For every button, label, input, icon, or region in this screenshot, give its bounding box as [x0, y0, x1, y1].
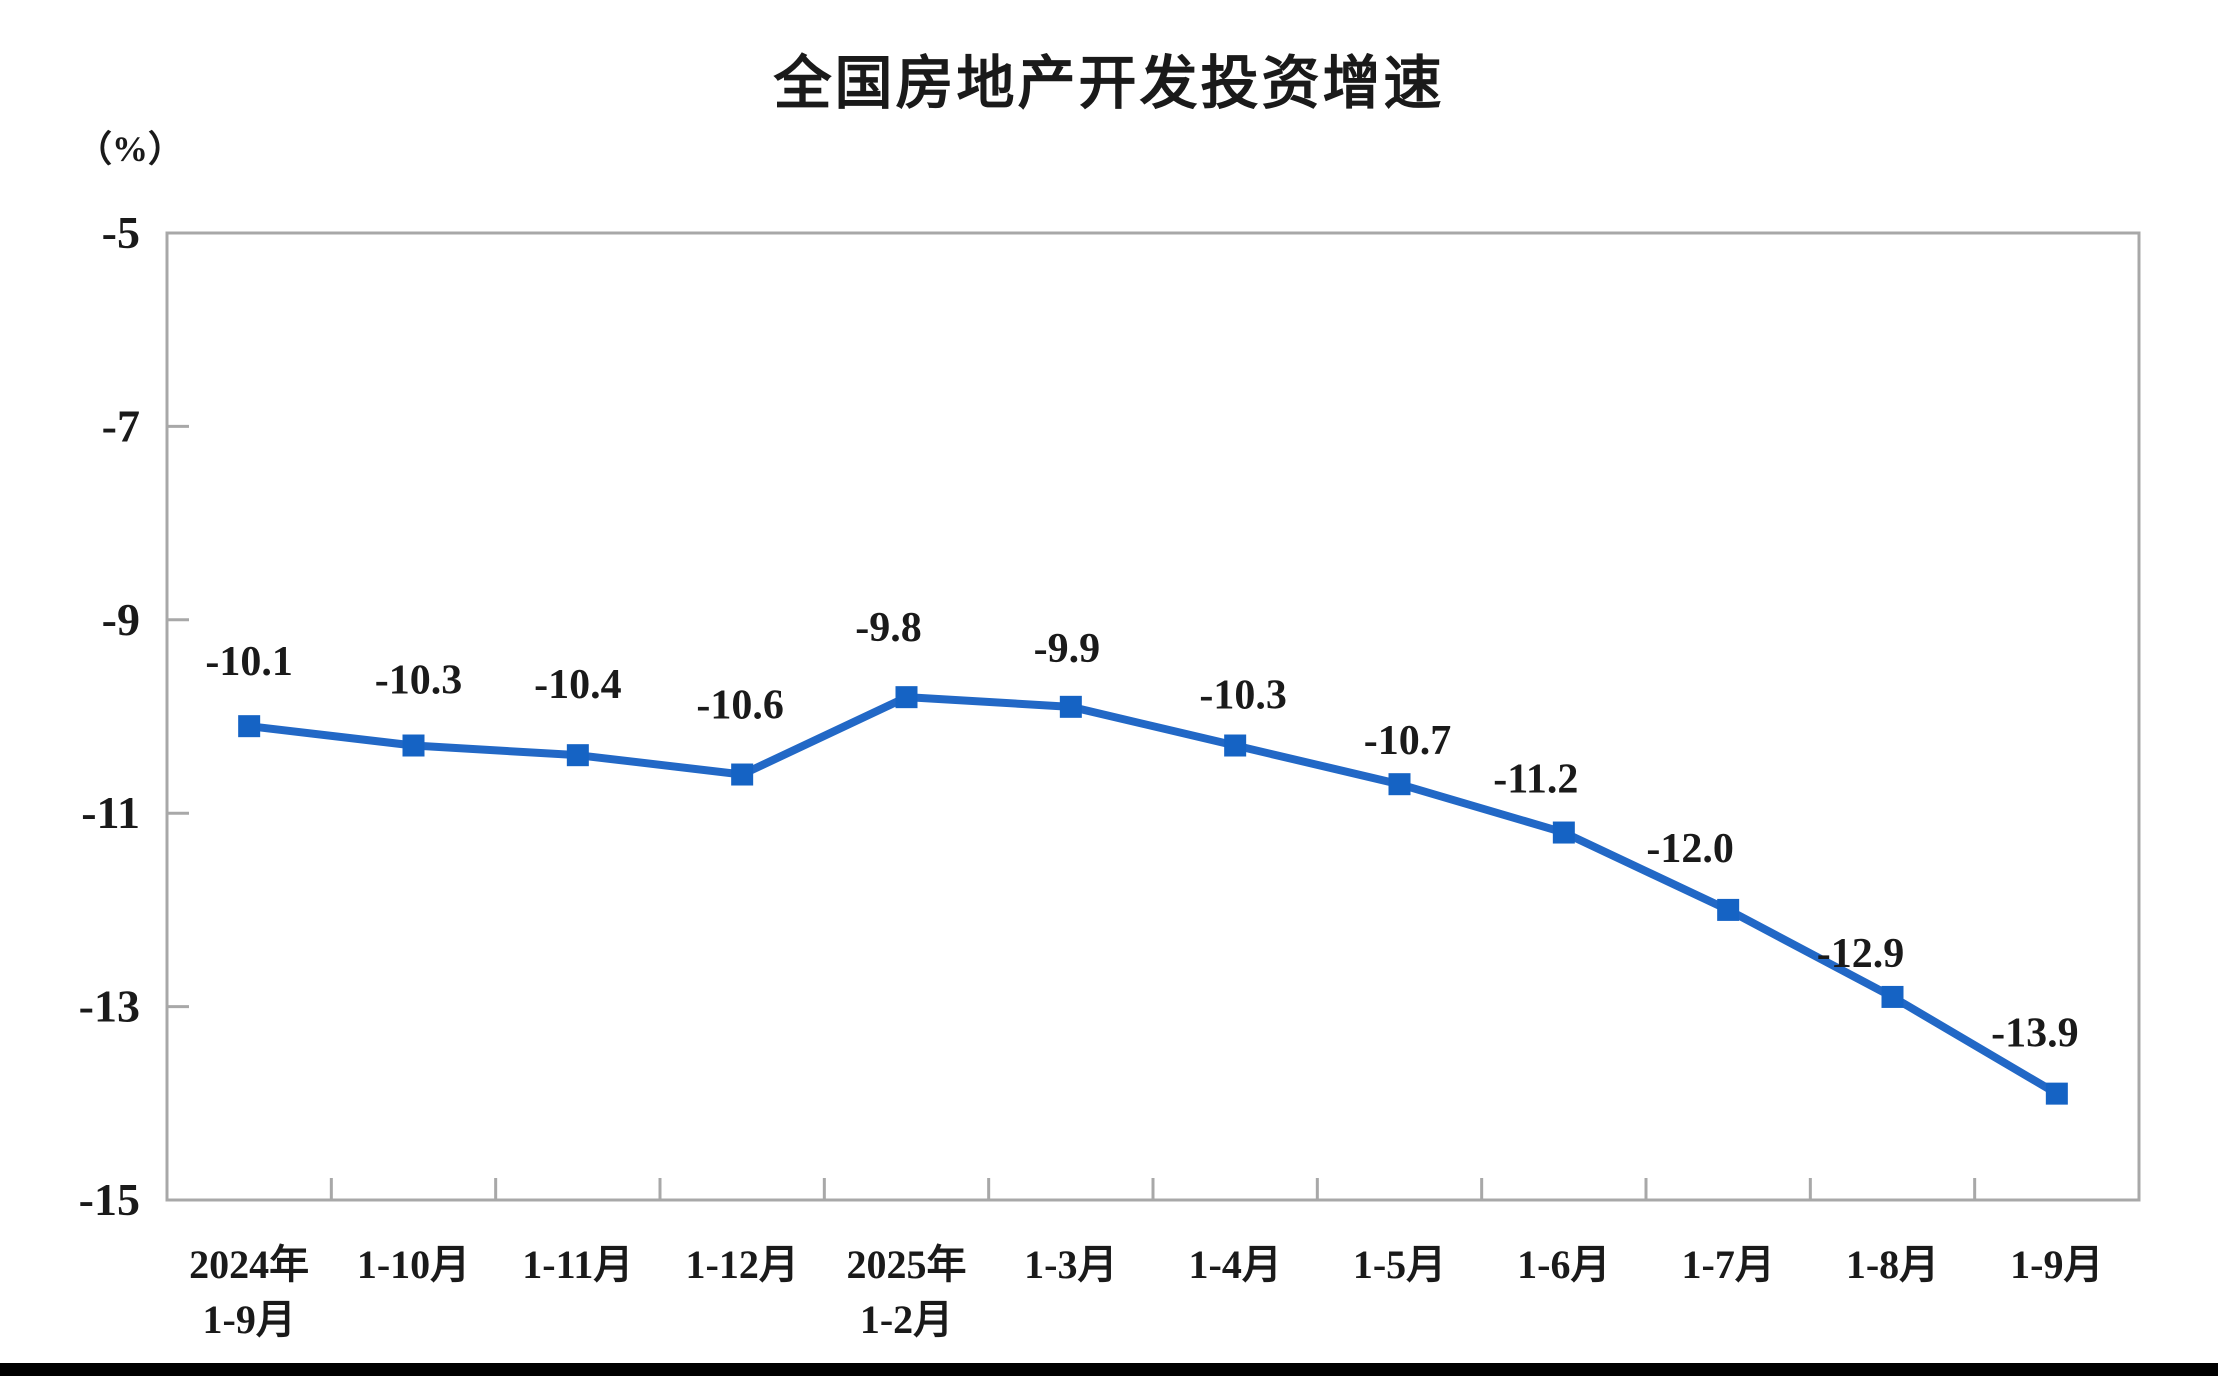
- y-axis-tick-label: -7: [102, 400, 140, 451]
- x-axis-category-label: 1-7月: [1682, 1242, 1775, 1287]
- x-axis-category-label: 1-5月: [1353, 1242, 1446, 1287]
- x-axis-category-label: 1-10月: [357, 1242, 470, 1287]
- data-point-label: -12.0: [1646, 826, 1734, 872]
- plot-border: [165, 231, 2141, 1202]
- data-point-marker: [1388, 773, 1411, 796]
- x-axis-category-label: 1-6月: [1517, 1242, 1610, 1287]
- x-axis-category-label: 1-8月: [1846, 1242, 1939, 1287]
- data-point-marker: [1717, 898, 1740, 921]
- data-point-marker: [2045, 1082, 2068, 1105]
- data-point-label: -10.3: [375, 658, 463, 704]
- data-point-label: -13.9: [1991, 1011, 2079, 1057]
- data-point-marker: [238, 715, 261, 738]
- y-axis-tick-label: -11: [81, 787, 140, 838]
- data-point-label: -9.8: [855, 605, 922, 651]
- data-point-label: -12.9: [1817, 931, 1905, 977]
- data-point-label: -10.1: [205, 639, 293, 685]
- data-point-label: -11.2: [1493, 757, 1578, 803]
- data-point-label: -10.4: [534, 662, 622, 708]
- y-axis-tick-label: -9: [102, 594, 140, 645]
- x-axis-category-label: 2024年: [189, 1242, 309, 1287]
- x-axis-category-label: 2025年: [847, 1242, 967, 1287]
- series-line: [248, 693, 2059, 1098]
- data-point-marker: [1552, 821, 1575, 844]
- data-point-label: -10.6: [696, 683, 784, 729]
- data-point-label: -10.7: [1364, 718, 1452, 764]
- x-axis-category-label: 1-9月: [203, 1297, 296, 1342]
- data-point-marker: [1059, 695, 1082, 718]
- data-point-marker: [566, 744, 589, 767]
- data-point-marker: [1881, 985, 1904, 1008]
- x-axis-category-label: 1-11月: [522, 1242, 633, 1287]
- x-axis-category-label: 1-12月: [686, 1242, 799, 1287]
- y-axis-tick-label: -5: [102, 207, 140, 258]
- data-point-label: -10.3: [1199, 673, 1287, 719]
- data-point-label: -9.9: [1034, 626, 1101, 672]
- chart-title: 全国房地产开发投资增速: [773, 49, 1445, 117]
- y-axis-tick-label: -13: [79, 981, 140, 1032]
- x-axis-category-label: 1-9月: [2010, 1242, 2103, 1287]
- data-point-marker: [1224, 734, 1247, 757]
- x-axis-category-label: 1-3月: [1024, 1242, 1117, 1287]
- x-axis-category-label: 1-2月: [860, 1297, 953, 1342]
- y-axis-tick-label: -15: [79, 1174, 140, 1225]
- data-point-marker: [402, 734, 425, 757]
- y-axis-unit-label: （%）: [76, 129, 185, 169]
- data-point-marker: [895, 686, 918, 709]
- bottom-black-bar: [0, 1363, 2218, 1376]
- data-point-marker: [731, 763, 754, 786]
- x-axis-category-label: 1-4月: [1189, 1242, 1282, 1287]
